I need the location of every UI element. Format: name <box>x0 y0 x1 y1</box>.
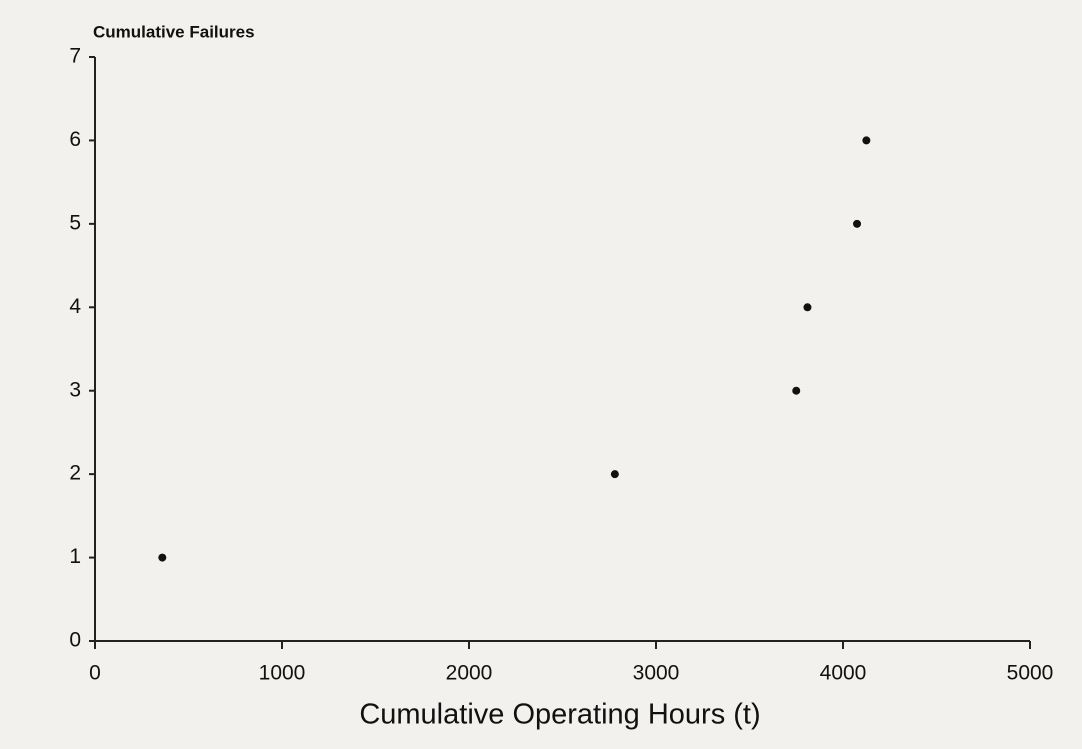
x-tick-label: 2000 <box>446 662 493 685</box>
point <box>803 303 812 312</box>
x-tick-label: 5000 <box>1007 662 1054 685</box>
point <box>610 470 619 479</box>
point <box>158 553 167 562</box>
y-tick-label: 3 <box>69 378 81 401</box>
x-tick-label: 4000 <box>820 662 867 685</box>
point <box>853 219 862 228</box>
y-tick-label: 1 <box>69 545 81 568</box>
point <box>862 136 871 145</box>
y-tick-label: 2 <box>69 462 81 485</box>
y-tick-label: 4 <box>69 295 81 318</box>
y-tick-label: 7 <box>69 45 81 68</box>
y-axis-label: Cumulative Failures <box>93 22 255 41</box>
y-tick-label: 0 <box>69 629 81 652</box>
x-tick-label: 0 <box>89 662 101 685</box>
y-tick-label: 6 <box>69 128 81 151</box>
point <box>792 386 801 395</box>
x-axis-label: Cumulative Operating Hours (t) <box>359 699 760 731</box>
x-tick-label: 1000 <box>259 662 306 685</box>
y-tick-label: 5 <box>69 211 81 234</box>
x-tick-label: 3000 <box>633 662 680 685</box>
